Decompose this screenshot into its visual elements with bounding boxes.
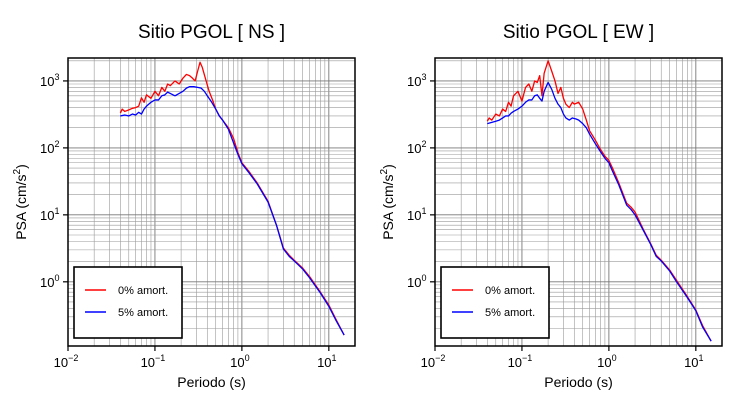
chart-title: Sitio PGOL [ NS ] xyxy=(138,22,285,43)
y-tick-label: 101 xyxy=(407,206,426,223)
chart-panel-1: 10−2 10−1 100 101 100 101 102 103 Sitio PGOL [ N… xyxy=(12,22,356,390)
legend: 0% amort. 5% amort. xyxy=(73,266,183,339)
legend: 0% amort. 5% amort. xyxy=(440,266,550,339)
y-tick-label: 102 xyxy=(407,139,426,156)
x-tick-label: 101 xyxy=(317,353,336,370)
y-tick-label: 103 xyxy=(40,72,59,89)
x-tick-label: 10−1 xyxy=(141,353,166,370)
legend-label: 0% amort. xyxy=(118,285,168,297)
legend-label: 5% amort. xyxy=(118,307,168,319)
chart-panel-2: 10−2 10−1 100 101 100 101 102 103 Sitio PGOL [ E… xyxy=(379,22,723,390)
y-tick-label: 101 xyxy=(40,206,59,223)
x-axis-label: Periodo (s) xyxy=(177,374,245,390)
plot-frame xyxy=(67,57,356,347)
grid xyxy=(434,58,723,346)
plot-frame xyxy=(434,57,723,347)
y-axis-label: PSA (cm/s2) xyxy=(379,164,396,240)
x-tick-label: 10−2 xyxy=(421,353,446,370)
chart-title: Sitio PGOL [ EW ] xyxy=(503,22,654,43)
x-axis-label: Periodo (s) xyxy=(544,374,612,390)
y-axis-label: PSA (cm/s2) xyxy=(12,164,29,240)
y-tick-label: 100 xyxy=(40,273,59,290)
series-line-blue xyxy=(120,86,345,336)
y-tick-label: 103 xyxy=(407,72,426,89)
x-tick-label: 101 xyxy=(684,353,703,370)
x-tick-label: 100 xyxy=(597,353,616,370)
legend-label: 0% amort. xyxy=(485,285,535,297)
legend-label: 5% amort. xyxy=(485,307,535,319)
x-tick-label: 100 xyxy=(230,353,249,370)
legend-box xyxy=(73,266,183,339)
legend-box xyxy=(440,266,550,339)
y-tick-label: 100 xyxy=(407,273,426,290)
y-tick-label: 102 xyxy=(40,139,59,156)
grid xyxy=(67,58,356,346)
series-line-blue xyxy=(487,81,712,342)
x-tick-label: 10−1 xyxy=(508,353,533,370)
x-tick-label: 10−2 xyxy=(54,353,79,370)
